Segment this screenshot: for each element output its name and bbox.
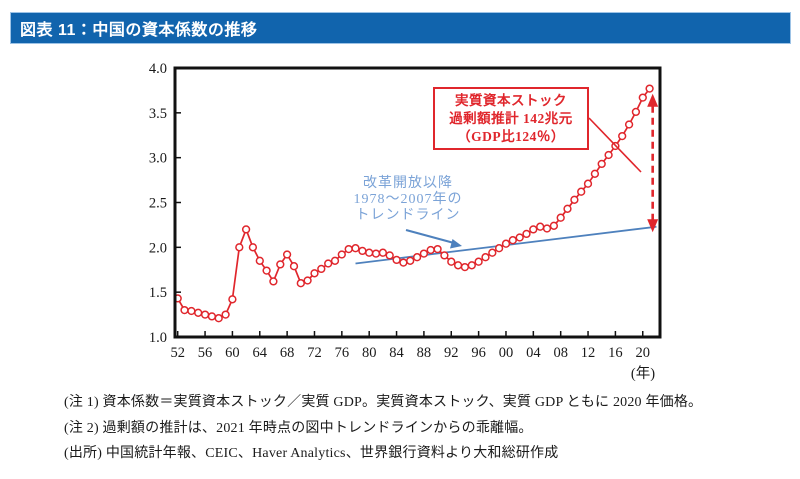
svg-text:76: 76	[335, 345, 350, 361]
svg-text:1.5: 1.5	[149, 285, 167, 301]
svg-text:56: 56	[198, 345, 213, 361]
svg-text:88: 88	[417, 345, 432, 361]
excess-stock-annotation-box: 実質資本ストック 過剰額推計 142兆元 （GDP比124％）	[433, 87, 589, 150]
series-markers	[173, 84, 654, 323]
excess-annotation-line2: 過剰額推計 142兆元	[449, 111, 573, 126]
capital-coefficient-chart: 1.0 1.5 2.0 2.5 3.0 3.5 4.0 52 56 60 64 68 72 76 80 84 8…	[149, 61, 662, 382]
trendline-label-line2: 1978～2007年の	[353, 192, 463, 207]
y-axis-labels: 1.0 1.5 2.0 2.5 3.0 3.5 4.0	[149, 61, 167, 346]
svg-text:1.0: 1.0	[149, 330, 167, 346]
x-axis-ticks	[176, 331, 644, 337]
svg-text:84: 84	[389, 345, 404, 361]
figure-title: 図表 11：中国の資本係数の推移	[20, 22, 258, 39]
source-note: (出所) 中国統計年報、CEIC、Haver Analytics、世界銀行資料よ…	[64, 446, 559, 461]
svg-text:3.0: 3.0	[149, 151, 167, 167]
annotation-leader-line	[588, 117, 642, 173]
svg-text:12: 12	[581, 345, 596, 361]
svg-text:60: 60	[225, 345, 240, 361]
svg-text:20: 20	[636, 345, 651, 361]
svg-text:4.0: 4.0	[149, 61, 167, 77]
svg-text:80: 80	[362, 345, 377, 361]
note-1: (注 1) 資本係数＝実質資本ストック／実質 GDP。実質資本ストック、実質 G…	[64, 395, 703, 410]
svg-text:2.5: 2.5	[149, 196, 167, 212]
svg-text:00: 00	[499, 345, 514, 361]
excess-annotation-line1: 実質資本ストック	[455, 93, 567, 108]
svg-text:08: 08	[553, 345, 568, 361]
excess-annotation-line3: （GDP比124％）	[457, 129, 565, 144]
svg-text:72: 72	[307, 345, 322, 361]
svg-text:16: 16	[608, 345, 623, 361]
trend-label-arrow	[405, 228, 462, 249]
svg-text:64: 64	[253, 345, 268, 361]
figure-notes: (注 1) 資本係数＝実質資本ストック／実質 GDP。実質資本ストック、実質 G…	[64, 390, 794, 467]
svg-text:52: 52	[170, 345, 185, 361]
trendline-label-line1: 改革開放以降	[363, 176, 453, 191]
svg-text:68: 68	[280, 345, 295, 361]
svg-text:92: 92	[444, 345, 459, 361]
chart-canvas: 1.0 1.5 2.0 2.5 3.0 3.5 4.0 52 56 60 64 68 72 76 80 84 8…	[149, 61, 662, 382]
trendline-label: 改革開放以降 1978～2007年の トレンドライン	[328, 176, 488, 224]
svg-text:96: 96	[471, 345, 486, 361]
note-2: (注 2) 過剰額の推計は、2021 年時点の図中トレンドラインからの乖離幅。	[64, 420, 533, 436]
svg-text:04: 04	[526, 345, 541, 361]
figure-title-bar: 図表 11：中国の資本係数の推移	[10, 12, 791, 44]
svg-text:2.0: 2.0	[149, 240, 167, 256]
gap-arrow	[647, 93, 659, 233]
svg-text:3.5: 3.5	[149, 106, 167, 122]
x-axis-unit-label: (年)	[631, 365, 655, 382]
trendline-label-line3: トレンドライン	[355, 208, 461, 223]
x-axis-labels: 52 56 60 64 68 72 76 80 84 88 92 96 00 04 08 12 16 20	[170, 345, 650, 361]
